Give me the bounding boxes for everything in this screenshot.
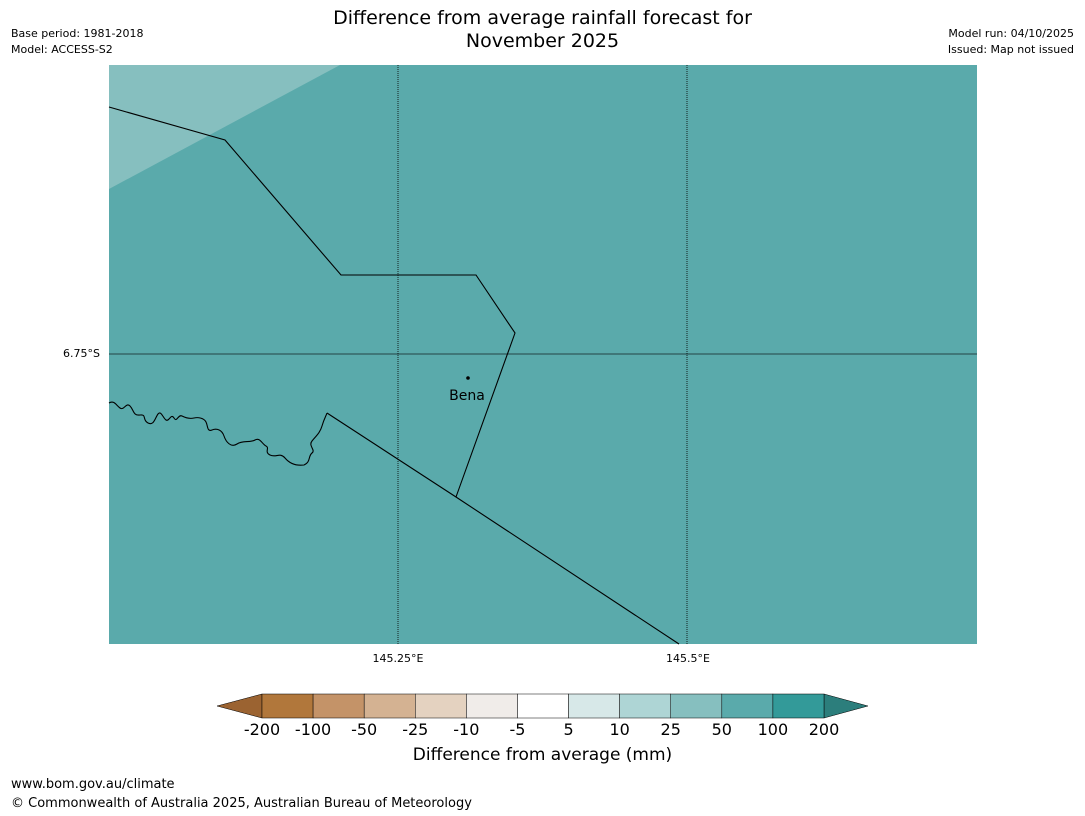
colorbar-box [772, 693, 825, 719]
colorbar-tick-label: -10 [453, 720, 480, 739]
colorbar-box [670, 693, 723, 719]
colorbar-tick-label: -200 [243, 720, 281, 739]
colorbar-box [312, 693, 365, 719]
colorbar-tick-label: 50 [711, 720, 732, 739]
colorbar-tick-label: -100 [294, 720, 332, 739]
map-title: Difference from average rainfall forecas… [0, 7, 1085, 53]
title-line-2: November 2025 [465, 30, 620, 52]
place-label: Bena [449, 388, 485, 404]
colorbar-tick-label: 200 [808, 720, 840, 739]
colorbar-box [261, 693, 314, 719]
province-boundary-lower [326, 412, 680, 645]
colorbar-ticks: -200 -100 -50 -25 -10 -5 5 10 25 50 100 200 [0, 720, 1085, 740]
base-period-text: Base period: 1981-2018 [11, 27, 144, 40]
place-marker [466, 376, 470, 380]
longitude-label-2: 145.5°E [666, 652, 710, 665]
model-text: Model: ACCESS-S2 [11, 43, 113, 56]
colorbar-high-triangle [823, 693, 869, 719]
colorbar-tick-label: -50 [351, 720, 378, 739]
colorbar-box [721, 693, 774, 719]
colorbar-box [619, 693, 671, 719]
longitude-label-1: 145.25°E [372, 652, 424, 665]
footer: www.bom.gov.au/climate © Commonwealth of… [11, 775, 472, 813]
meta-info-left: Base period: 1981-2018 Model: ACCESS-S2 [11, 26, 143, 58]
river-boundary [108, 401, 328, 466]
colorbar-box [466, 693, 518, 719]
colorbar-box [415, 693, 467, 719]
lighter-region-corner [109, 65, 340, 189]
colorbar-tick-label: -5 [509, 720, 526, 739]
colorbar-tick-label: -25 [402, 720, 429, 739]
colorbar-low-triangle [216, 693, 263, 719]
colorbar-box [363, 693, 416, 719]
colorbar-label: Difference from average (mm) [412, 745, 673, 765]
footer-url: www.bom.gov.au/climate [11, 777, 175, 792]
footer-copyright: © Commonwealth of Australia 2025, Austra… [11, 796, 472, 811]
latitude-label: 6.75°S [63, 347, 100, 360]
colorbar-box [568, 693, 620, 719]
model-run-text: Model run: 04/10/2025 [948, 27, 1074, 40]
colorbar-tick-label: 5 [563, 720, 574, 739]
colorbar-box [517, 693, 569, 719]
province-boundary-upper [108, 106, 516, 498]
issued-text: Issued: Map not issued [947, 43, 1074, 56]
colorbar-tick-label: 100 [757, 720, 789, 739]
title-line-1: Difference from average rainfall forecas… [333, 7, 752, 29]
meta-info-right: Model run: 04/10/2025 Issued: Map not is… [948, 26, 1074, 58]
colorbar-tick-label: 10 [609, 720, 630, 739]
colorbar [216, 693, 869, 719]
colorbar-tick-label: 25 [660, 720, 681, 739]
